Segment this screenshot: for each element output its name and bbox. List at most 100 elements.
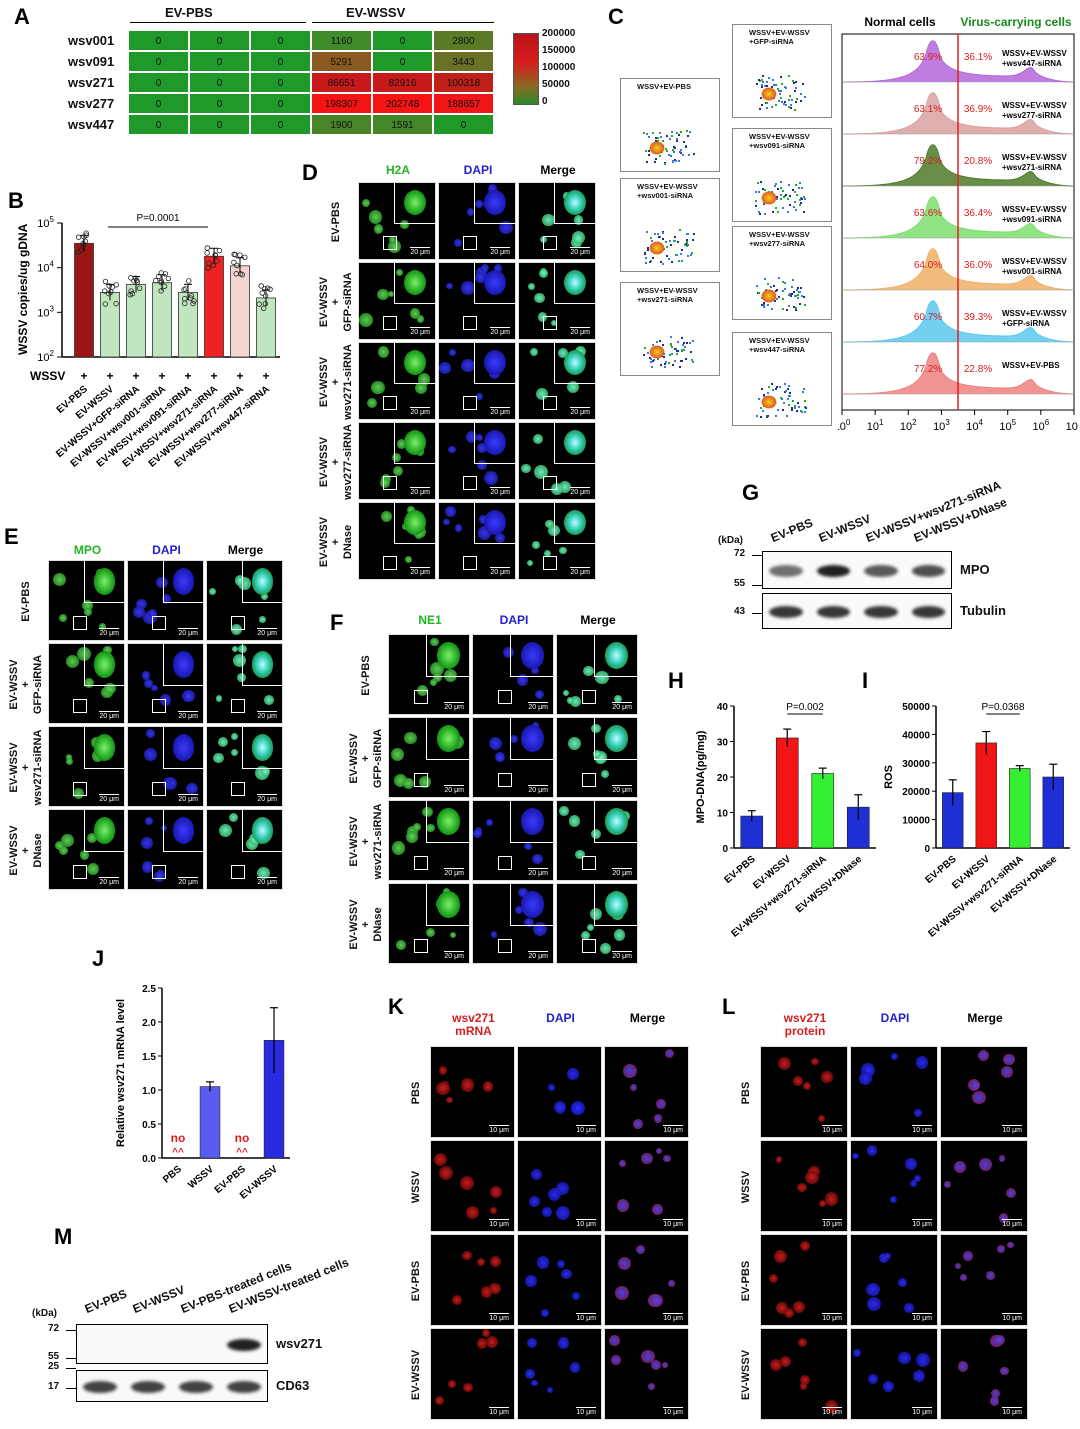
row-label: EV-PBS — [330, 201, 342, 243]
flow-dot — [662, 356, 665, 359]
heatmap-cell: 0 — [128, 72, 189, 93]
cell-blob — [396, 439, 406, 449]
cell-blob — [783, 1307, 795, 1319]
heatmap-cell: 0 — [250, 51, 311, 72]
cell-blob — [87, 863, 100, 875]
inset-zoom — [162, 727, 203, 770]
group-line-ev-pbs — [130, 22, 306, 23]
normal-cells-label: Normal cells — [864, 15, 936, 29]
cell-blob — [463, 1382, 473, 1393]
inset-cell — [484, 430, 507, 456]
column-header: MPO — [73, 543, 102, 557]
row-label: EV-WSSV + DNase — [348, 899, 384, 950]
cell-blob — [904, 1158, 917, 1171]
group-line-ev-wssv — [312, 22, 494, 23]
scale-bar: 20 μm — [528, 951, 548, 960]
cell-blob — [866, 1145, 878, 1156]
micrograph-tile: 20 μm — [206, 809, 283, 890]
y-tick-label: 10000 — [902, 816, 930, 827]
y-tick-label: 0 — [924, 844, 930, 855]
flow-dot — [783, 195, 786, 198]
flow-dot — [779, 386, 782, 389]
blot-box — [76, 1324, 268, 1364]
roi-box — [383, 555, 397, 570]
cell-blob — [567, 1068, 579, 1080]
roi-box — [582, 689, 597, 704]
flow-dot — [781, 290, 784, 293]
flow-dot — [774, 103, 777, 106]
micrograph-tile: 10 μm — [604, 1234, 689, 1326]
x-category-label: PBS — [161, 1164, 184, 1186]
histogram-sample-label: WSSV+EV-WSSV — [1002, 309, 1067, 318]
flow-dot — [686, 342, 689, 345]
cell-blob — [978, 1049, 990, 1061]
cell-blob — [509, 734, 519, 744]
cell-blob — [445, 505, 456, 517]
flow-dot — [676, 349, 679, 352]
panel-l-images: wsv271 protein DAPI Merge PBS 10 μm 10 μm 10 μ… — [730, 1010, 1080, 1420]
flow-dot — [671, 148, 674, 151]
cell-blob — [802, 1082, 812, 1091]
inset-cell — [172, 734, 195, 761]
cell-blob — [617, 1257, 631, 1271]
flow-dot — [756, 82, 759, 85]
cell-blob — [260, 766, 270, 776]
inset-zoom — [426, 718, 469, 761]
cell-blob — [65, 655, 80, 669]
flow-dot — [682, 344, 685, 347]
inset-cell — [484, 510, 507, 536]
bar — [100, 291, 120, 358]
flow-dot — [650, 366, 653, 369]
flow-dot — [644, 347, 647, 350]
cell-blob — [557, 1337, 570, 1349]
flow-dot — [803, 210, 806, 213]
flow-dot — [794, 89, 797, 92]
roi-box — [72, 864, 87, 879]
flow-dot — [791, 80, 794, 83]
flow-dot — [770, 286, 773, 289]
cell-blob — [98, 622, 107, 631]
flow-plot-title: WSSV+EV-WSSV +wsv001-siRNA — [637, 182, 698, 200]
flow-dot — [785, 389, 788, 392]
cell-blob — [623, 1064, 637, 1079]
flow-dot — [775, 387, 778, 390]
blot-band — [179, 1381, 213, 1393]
cell-blob — [986, 1271, 995, 1280]
row-label: EV-WSSV + GFP-siRNA — [348, 728, 384, 789]
cell-blob — [575, 849, 586, 860]
flow-dot — [666, 149, 669, 152]
column-header: DAPI — [880, 1011, 910, 1025]
inset-zoom — [554, 263, 595, 304]
cell-blob — [852, 1152, 860, 1160]
heatmap-cell: 1900 — [311, 114, 372, 135]
flow-dot — [683, 349, 686, 352]
heatmap-cell: 0 — [128, 51, 189, 72]
roi-box — [383, 475, 397, 490]
flow-dot — [781, 307, 784, 310]
flow-dot — [797, 401, 800, 404]
flow-dot — [684, 145, 687, 148]
cell-blob — [485, 1335, 499, 1349]
cell-blob — [567, 737, 582, 751]
roi-box — [151, 698, 166, 713]
flow-dot — [779, 90, 782, 93]
column-header: H2A — [385, 163, 410, 177]
cell-blob — [817, 1115, 825, 1122]
column-header: DAPI — [463, 163, 493, 177]
virus-percent: 36.0% — [964, 260, 992, 271]
flow-dot — [680, 248, 683, 251]
normal-percent: 64.0% — [914, 260, 942, 271]
bar — [199, 1086, 221, 1159]
scale-bar: 20 μm — [410, 567, 430, 576]
flow-dot — [785, 193, 788, 196]
histogram-sample-label: WSSV+EV-WSSV — [1002, 153, 1067, 162]
cell-blob — [556, 1259, 566, 1268]
flow-dot — [767, 392, 770, 395]
cell-blob — [867, 1296, 882, 1311]
cell-blob — [524, 1368, 536, 1379]
panel-a-heatmap: EV-PBS EV-WSSV wsv001 0 0 0 1160 0 2800 wsv091 0 0 0… — [0, 0, 600, 150]
legend-tick-label: 100000 — [542, 62, 576, 73]
flow-dot — [763, 212, 766, 215]
flow-dot — [772, 285, 775, 288]
cell-blob — [368, 210, 383, 225]
